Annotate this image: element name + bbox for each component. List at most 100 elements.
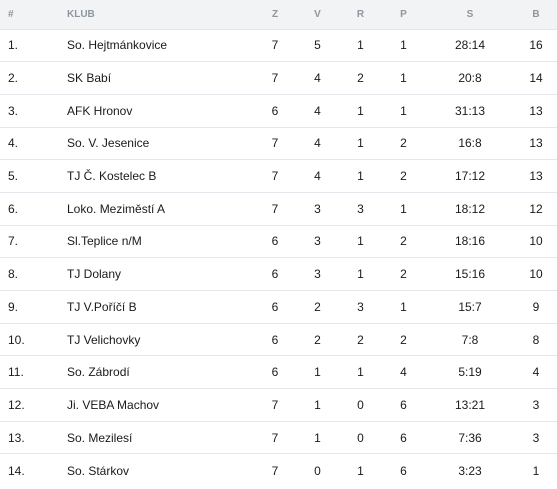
cell-rank: 13. bbox=[8, 430, 25, 445]
table-row: 7. Sl.Teplice n/M 6 3 1 2 18:16 10 bbox=[0, 225, 557, 258]
cell-rank: 11. bbox=[8, 365, 24, 380]
cell-club: AFK Hronov bbox=[67, 103, 133, 118]
table-row: 3. AFK Hronov 6 4 1 1 31:13 13 bbox=[0, 94, 557, 127]
cell-wins: 1 bbox=[314, 365, 321, 380]
cell-losses: 1 bbox=[400, 299, 407, 314]
cell-club: So. Hejtmánkovice bbox=[67, 38, 168, 53]
cell-wins: 4 bbox=[314, 169, 321, 184]
cell-rank: 9. bbox=[8, 299, 19, 314]
cell-played: 7 bbox=[271, 201, 279, 216]
cell-points: 10 bbox=[529, 267, 543, 282]
cell-played: 6 bbox=[271, 103, 279, 118]
cell-points: 3 bbox=[532, 430, 540, 445]
cell-played: 7 bbox=[271, 430, 279, 445]
table-row: 5. TJ Č. Kostelec B 7 4 1 2 17:12 13 bbox=[0, 159, 557, 193]
cell-wins: 4 bbox=[314, 136, 321, 151]
cell-score: 31:13 bbox=[454, 103, 486, 118]
cell-wins: 3 bbox=[314, 267, 321, 282]
cell-rank: 1. bbox=[8, 38, 19, 53]
cell-losses: 1 bbox=[400, 201, 407, 216]
cell-points: 8 bbox=[532, 332, 540, 347]
cell-rank: 8. bbox=[8, 267, 19, 282]
cell-draws: 1 bbox=[357, 169, 364, 184]
table-row: 12. Ji. VEBA Machov 7 1 0 6 13:21 3 bbox=[0, 388, 557, 422]
cell-draws: 0 bbox=[357, 430, 364, 445]
table-row: 10. TJ Velichovky 6 2 2 2 7:8 8 bbox=[0, 323, 557, 356]
cell-points: 4 bbox=[532, 365, 540, 380]
cell-played: 7 bbox=[271, 71, 279, 86]
cell-losses: 2 bbox=[400, 267, 407, 282]
cell-played: 7 bbox=[271, 169, 279, 184]
cell-club: Loko. Meziměstí A bbox=[67, 201, 166, 216]
table-body: 1. So. Hejtmánkovice 7 5 1 1 28:14 16 2. SK Babí 7… bbox=[0, 29, 557, 487]
cell-rank: 10. bbox=[8, 332, 25, 347]
cell-score: 20:8 bbox=[458, 71, 482, 86]
cell-points: 3 bbox=[532, 397, 540, 412]
cell-club: TJ V.Poříčí B bbox=[67, 299, 137, 314]
cell-rank: 3. bbox=[8, 103, 19, 118]
cell-rank: 6. bbox=[8, 201, 19, 216]
cell-draws: 1 bbox=[357, 103, 364, 118]
cell-played: 7 bbox=[271, 38, 279, 53]
cell-losses: 6 bbox=[400, 397, 407, 412]
cell-club: Ji. VEBA Machov bbox=[67, 397, 160, 412]
cell-rank: 4. bbox=[8, 136, 19, 151]
cell-points: 1 bbox=[532, 463, 540, 478]
table-row: 11. So. Zábrodí 6 1 1 4 5:19 4 bbox=[0, 355, 557, 389]
header-draws: R bbox=[356, 8, 365, 20]
cell-played: 6 bbox=[271, 332, 279, 347]
cell-wins: 3 bbox=[314, 234, 321, 249]
cell-draws: 3 bbox=[357, 299, 364, 314]
cell-club: Sl.Teplice n/M bbox=[67, 234, 142, 249]
cell-score: 15:7 bbox=[458, 299, 482, 314]
header-points: B bbox=[532, 8, 540, 20]
cell-wins: 1 bbox=[314, 397, 321, 412]
cell-club: So. Zábrodí bbox=[67, 365, 130, 380]
cell-club: So. V. Jesenice bbox=[67, 136, 150, 151]
cell-losses: 1 bbox=[400, 71, 407, 86]
cell-score: 7:36 bbox=[458, 430, 482, 445]
cell-losses: 1 bbox=[400, 38, 407, 53]
table-row: 13. So. Mezilesí 7 1 0 6 7:36 3 bbox=[0, 421, 557, 454]
cell-wins: 5 bbox=[314, 38, 321, 53]
cell-played: 7 bbox=[271, 463, 279, 478]
cell-rank: 12. bbox=[8, 397, 25, 412]
table-row: 4. So. V. Jesenice 7 4 1 2 16:8 13 bbox=[0, 127, 557, 160]
cell-score: 28:14 bbox=[454, 38, 486, 53]
cell-score: 7:8 bbox=[461, 332, 479, 347]
cell-played: 7 bbox=[271, 397, 279, 412]
cell-losses: 4 bbox=[400, 365, 407, 380]
cell-rank: 14. bbox=[8, 463, 25, 478]
cell-played: 6 bbox=[271, 234, 279, 249]
cell-wins: 3 bbox=[314, 201, 321, 216]
cell-wins: 0 bbox=[314, 463, 321, 478]
cell-draws: 2 bbox=[357, 332, 364, 347]
table-row: 8. TJ Dolany 6 3 1 2 15:16 10 bbox=[0, 257, 557, 291]
cell-wins: 4 bbox=[314, 71, 321, 86]
header-score: S bbox=[466, 8, 474, 20]
cell-draws: 1 bbox=[357, 136, 364, 151]
header-wins: V bbox=[314, 8, 321, 20]
cell-losses: 2 bbox=[400, 234, 407, 249]
cell-losses: 6 bbox=[400, 463, 407, 478]
header-row: # KLUB Z V R P S B bbox=[0, 0, 557, 29]
cell-score: 13:21 bbox=[454, 397, 486, 412]
cell-club: TJ Č. Kostelec B bbox=[67, 169, 157, 184]
table-row: 6. Loko. Meziměstí A 7 3 3 1 18:12 12 bbox=[0, 192, 557, 225]
cell-draws: 1 bbox=[357, 234, 364, 249]
cell-losses: 2 bbox=[400, 136, 407, 151]
cell-club: SK Babí bbox=[67, 71, 112, 86]
cell-club: TJ Velichovky bbox=[67, 332, 141, 347]
cell-score: 5:19 bbox=[458, 365, 482, 380]
cell-wins: 2 bbox=[314, 299, 321, 314]
cell-points: 13 bbox=[529, 136, 543, 151]
cell-points: 14 bbox=[529, 71, 543, 86]
header-losses: P bbox=[400, 8, 407, 20]
table-row: 1. So. Hejtmánkovice 7 5 1 1 28:14 16 bbox=[0, 29, 557, 62]
cell-score: 3:23 bbox=[458, 463, 482, 478]
cell-rank: 5. bbox=[8, 169, 19, 184]
cell-played: 6 bbox=[271, 267, 279, 282]
cell-club: So. Mezilesí bbox=[67, 430, 133, 445]
cell-losses: 2 bbox=[400, 332, 407, 347]
